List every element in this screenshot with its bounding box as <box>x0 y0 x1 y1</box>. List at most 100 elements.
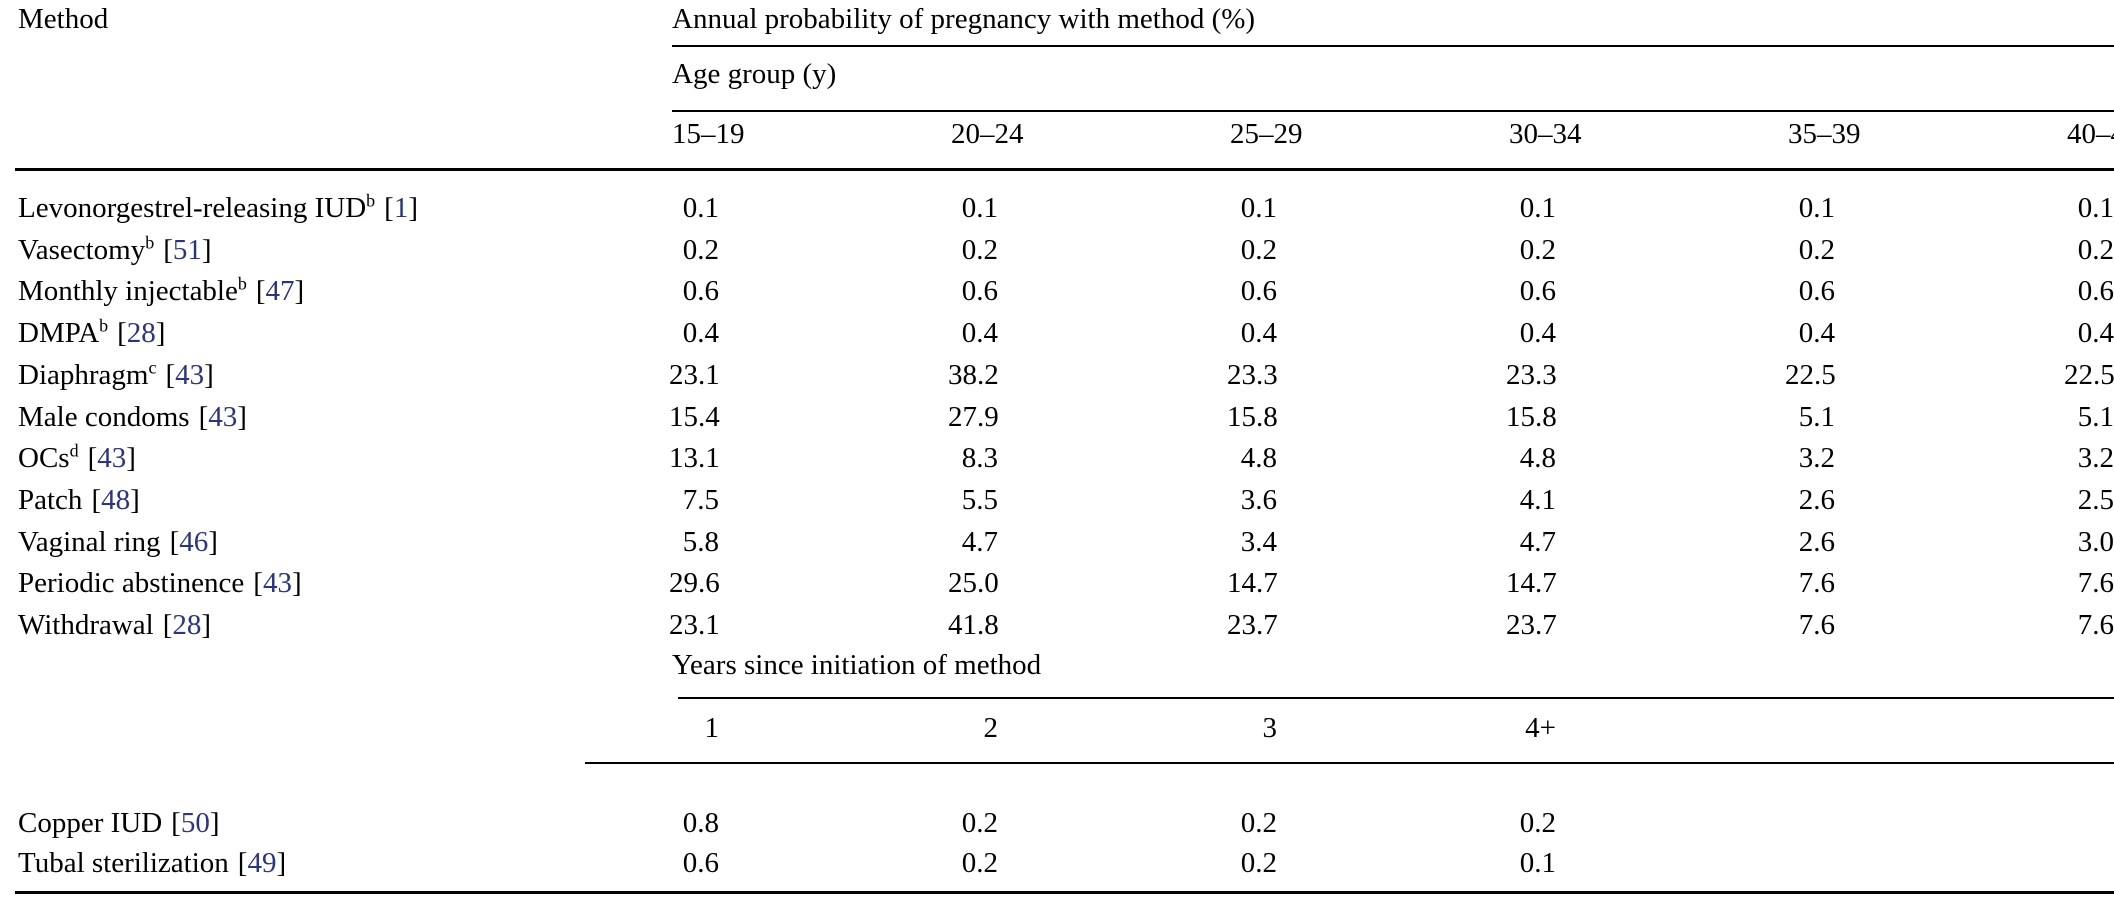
value-cell: 0.1 <box>1519 192 1556 224</box>
value-cell: 3.4 <box>1240 526 1277 558</box>
age-col-header: 30–34 <box>1509 118 1582 150</box>
value-cell: 23.7 <box>1506 609 1557 641</box>
citation-link[interactable]: 51 <box>172 234 202 266</box>
value-cell: 27.9 <box>948 401 999 433</box>
citation: [50] <box>171 807 220 839</box>
value-cell: 0.2 <box>1798 234 1835 266</box>
value-cell: 0.2 <box>1240 847 1277 879</box>
method-footnote-sup: b <box>237 273 247 294</box>
value-cell: 4.7 <box>1519 526 1556 558</box>
citation-link[interactable]: 43 <box>97 442 127 474</box>
age-col-header: 40–44 <box>2067 118 2114 150</box>
method-footnote-sup: b <box>366 190 376 211</box>
value-cell: 15.8 <box>1227 401 1278 433</box>
method-footnote-sup: b <box>145 232 155 253</box>
table-row: Vaginal ring [46] 5.8 4.7 3.4 4.7 2.6 3.0 <box>0 527 2114 559</box>
value-cell: 0.2 <box>2077 234 2114 266</box>
age-group-label: Age group (y) <box>672 58 837 90</box>
value-cell: 0.1 <box>1798 192 1835 224</box>
citation-link[interactable]: 43 <box>175 359 205 391</box>
value-cell: 8.3 <box>961 442 998 474</box>
method-footnote-sup: b <box>99 315 109 336</box>
citation-link[interactable]: 43 <box>208 401 238 433</box>
rule-under-years-headers <box>585 762 2114 764</box>
method-cell: Vasectomyb [51] <box>18 232 212 266</box>
value-cell: 0.6 <box>2077 275 2114 307</box>
value-cell: 14.7 <box>1506 567 1557 599</box>
value-cell: 0.2 <box>1240 807 1277 839</box>
age-col-header: 25–29 <box>1230 118 1303 150</box>
value-cell: 3.2 <box>1798 442 1835 474</box>
value-cell: 0.2 <box>961 234 998 266</box>
value-cell: 23.1 <box>669 609 720 641</box>
citation: [28] <box>117 317 166 349</box>
method-name: Vasectomy <box>18 234 146 266</box>
value-cell: 2.5 <box>2077 484 2114 516</box>
value-cell: 0.4 <box>1519 317 1556 349</box>
table-row: Vasectomyb [51] 0.2 0.2 0.2 0.2 0.2 0.2 <box>0 232 2114 267</box>
table-row: Levonorgestrel-releasing IUDb [1] 0.1 0.1… <box>0 190 2114 225</box>
value-cell: 0.4 <box>961 317 998 349</box>
citation-link[interactable]: 48 <box>101 484 131 516</box>
value-cell: 3.2 <box>2077 442 2114 474</box>
citation-link[interactable]: 1 <box>393 192 409 224</box>
citation-link[interactable]: 50 <box>180 807 210 839</box>
citation: [47] <box>255 275 305 307</box>
value-cell: 4.1 <box>1519 484 1556 516</box>
value-cell: 22.5 <box>2064 359 2114 391</box>
method-cell: Diaphragmc [43] <box>18 357 214 391</box>
value-cell: 3.6 <box>1240 484 1277 516</box>
citation-link[interactable]: 46 <box>179 526 209 558</box>
years-col-header: 2 <box>983 712 999 744</box>
method-cell: Levonorgestrel-releasing IUDb [1] <box>18 190 418 224</box>
value-cell: 14.7 <box>1227 567 1278 599</box>
value-cell: 25.0 <box>948 567 999 599</box>
method-cell: Periodic abstinence [43] <box>18 568 302 599</box>
span-column-header: Annual probability of pregnancy with met… <box>672 3 1256 35</box>
citation-link[interactable]: 28 <box>172 609 202 641</box>
value-cell: 0.4 <box>2077 317 2114 349</box>
value-cell: 0.2 <box>682 234 719 266</box>
method-name: Diaphragm <box>18 359 149 391</box>
method-name: Periodic abstinence <box>18 567 245 599</box>
rule-under-age-group-label <box>672 110 2114 112</box>
value-cell: 0.1 <box>2077 192 2114 224</box>
table-bottom-rule <box>15 891 2114 894</box>
value-cell: 0.6 <box>1240 275 1277 307</box>
value-cell: 0.4 <box>682 317 719 349</box>
value-cell: 38.2 <box>948 359 999 391</box>
value-cell: 0.1 <box>1240 192 1277 224</box>
value-cell: 5.1 <box>1798 401 1835 433</box>
value-cell: 0.2 <box>1519 807 1556 839</box>
value-cell: 7.6 <box>1798 567 1835 599</box>
rule-under-column-headers <box>15 168 2114 171</box>
value-cell: 0.4 <box>1798 317 1835 349</box>
citation-link[interactable]: 49 <box>247 847 277 879</box>
citation-link[interactable]: 28 <box>126 317 156 349</box>
method-cell: Copper IUD [50] <box>18 808 220 839</box>
citation-link[interactable]: 43 <box>262 567 292 599</box>
age-col-header: 35–39 <box>1788 118 1861 150</box>
value-cell: 0.1 <box>1519 847 1556 879</box>
citation: [43] <box>87 442 136 474</box>
value-cell: 23.1 <box>669 359 720 391</box>
method-cell: DMPAb [28] <box>18 315 166 349</box>
value-cell: 7.6 <box>2077 567 2114 599</box>
citation-link[interactable]: 47 <box>265 275 295 307</box>
method-cell: Male condoms [43] <box>18 402 247 433</box>
table-row: Tubal sterilization [49] 0.6 0.2 0.2 0.1 <box>0 848 2114 880</box>
method-name: Levonorgestrel-releasing IUD <box>18 192 367 224</box>
method-cell: Vaginal ring [46] <box>18 527 218 558</box>
value-cell: 22.5 <box>1785 359 1836 391</box>
value-cell: 0.1 <box>961 192 998 224</box>
value-cell: 23.7 <box>1227 609 1278 641</box>
value-cell: 23.3 <box>1227 359 1278 391</box>
value-cell: 5.1 <box>2077 401 2114 433</box>
value-cell: 0.6 <box>682 275 719 307</box>
age-col-header: 20–24 <box>951 118 1024 150</box>
method-name: Withdrawal <box>18 609 154 641</box>
method-footnote-sup: c <box>148 357 157 378</box>
value-cell: 2.6 <box>1798 484 1835 516</box>
table-row: Monthly injectableb [47] 0.6 0.6 0.6 0.6 … <box>0 273 2114 308</box>
